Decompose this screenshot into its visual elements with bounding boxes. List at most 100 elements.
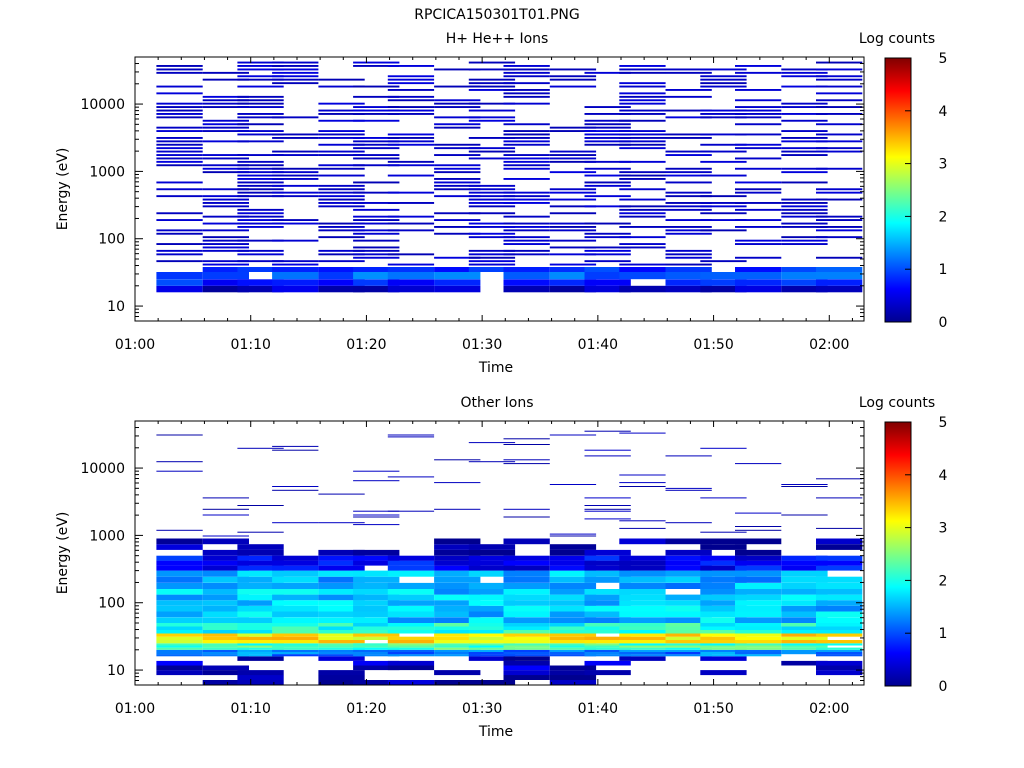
- heatmap-cell: [619, 652, 666, 655]
- heatmap-cell: [735, 589, 782, 595]
- heatmap-cell: [353, 524, 400, 526]
- heatmap-cell: [318, 600, 365, 606]
- heatmap-cell: [237, 633, 284, 637]
- heatmap-cell: [353, 137, 400, 139]
- heatmap-cell: [781, 137, 828, 139]
- heatmap-cell: [619, 198, 666, 201]
- heatmap-cell: [434, 126, 481, 129]
- heatmap-cell: [584, 126, 631, 129]
- heatmap-cell: [353, 480, 400, 482]
- heatmap-cell: [503, 279, 550, 286]
- heatmap-cell: [156, 106, 203, 108]
- heatmap-cell: [619, 605, 666, 612]
- heatmap-cell: [503, 102, 550, 105]
- heatmap-cell: [816, 226, 863, 228]
- heatmap-cell: [468, 582, 516, 589]
- heatmap-cell: [584, 249, 631, 252]
- heatmap-cell: [781, 484, 828, 485]
- heatmap-cell: [665, 68, 712, 71]
- heatmap-cell: [503, 160, 550, 163]
- heatmap-cell: [318, 188, 365, 191]
- heatmap-cell: [156, 140, 203, 143]
- panel-2-colorbar-ticks: 0 1 2 3 4 5: [905, 415, 948, 695]
- heatmap-cell: [434, 285, 481, 293]
- heatmap-cell: [549, 570, 597, 577]
- heatmap-cell: [735, 188, 782, 191]
- heatmap-cell: [584, 205, 631, 208]
- heatmap-cell: [434, 582, 481, 589]
- heatmap-cell: [584, 654, 631, 657]
- heatmap-cell: [503, 243, 550, 245]
- heatmap-cell: [468, 633, 516, 637]
- heatmap-cell: [549, 675, 597, 680]
- heatmap-cell: [735, 106, 782, 108]
- heatmap-cell: [272, 600, 319, 606]
- heatmap-cell: [549, 605, 597, 612]
- heatmap-cell: [387, 600, 435, 606]
- heatmap-cell: [735, 143, 782, 146]
- heatmap-cell: [665, 570, 712, 577]
- heatmap-cell: [816, 623, 863, 627]
- heatmap-cell: [665, 487, 712, 489]
- heatmap-cell: [353, 256, 400, 259]
- heatmap-cell: [619, 208, 666, 211]
- heatmap-cell: [700, 626, 747, 630]
- heatmap-cell: [237, 171, 284, 174]
- heatmap-cell: [503, 65, 550, 67]
- heatmap-cell: [735, 549, 782, 556]
- heatmap-cell: [700, 285, 747, 293]
- heatmap-cell: [700, 594, 747, 601]
- heatmap-cell: [700, 279, 747, 286]
- heatmap-cell: [468, 253, 516, 256]
- heatmap-cell: [735, 272, 782, 280]
- heatmap-cell: [468, 249, 516, 252]
- heatmap-cell: [434, 212, 481, 215]
- heatmap-cell: [468, 260, 516, 263]
- heatmap-cell: [735, 570, 782, 577]
- heatmap-cell: [387, 617, 435, 623]
- heatmap-cell: [202, 123, 249, 126]
- heatmap-cell: [584, 279, 631, 286]
- heatmap-cell: [619, 640, 666, 644]
- heatmap-cell: [387, 665, 435, 671]
- heatmap-cell: [619, 99, 666, 102]
- heatmap-cell: [700, 565, 747, 571]
- heatmap-cell: [549, 626, 597, 630]
- heatmap-cell: [665, 219, 712, 221]
- heatmap-cell: [584, 611, 631, 618]
- heatmap-cell: [584, 236, 631, 239]
- heatmap-cell: [503, 249, 550, 252]
- colorbar-tick-label: 0: [939, 315, 948, 331]
- heatmap-cell: [735, 109, 782, 112]
- heatmap-cell: [468, 555, 516, 561]
- heatmap-cell: [468, 119, 516, 122]
- heatmap-cell: [468, 656, 516, 661]
- heatmap-cell: [781, 560, 828, 566]
- y-tick-label: 10: [107, 299, 125, 315]
- heatmap-cell: [503, 75, 550, 78]
- panel-2-title: Other Ions: [460, 395, 533, 411]
- heatmap-cell: [584, 649, 631, 652]
- heatmap-cell: [735, 626, 782, 630]
- heatmap-cell: [584, 106, 631, 108]
- heatmap-cell: [816, 133, 863, 136]
- heatmap-cell: [202, 680, 249, 685]
- heatmap-cell: [503, 652, 550, 655]
- heatmap-cell: [503, 215, 550, 218]
- heatmap-cell: [318, 617, 365, 623]
- heatmap-cell: [735, 279, 782, 286]
- heatmap-cell: [353, 643, 400, 646]
- heatmap-cell: [387, 570, 435, 577]
- heatmap-cell: [237, 102, 284, 105]
- heatmap-cell: [619, 85, 666, 88]
- heatmap-cell: [318, 555, 365, 561]
- heatmap-cell: [549, 643, 597, 646]
- heatmap-cell: [619, 565, 666, 571]
- colorbar-tick-label: 3: [939, 157, 948, 173]
- panel-2-y-ticks: 10 100 1000 10000: [80, 420, 864, 686]
- heatmap-cell: [353, 157, 400, 160]
- heatmap-cell: [272, 626, 319, 630]
- heatmap-cell: [816, 198, 863, 201]
- heatmap-cell: [202, 167, 249, 170]
- heatmap-cell: [781, 649, 828, 652]
